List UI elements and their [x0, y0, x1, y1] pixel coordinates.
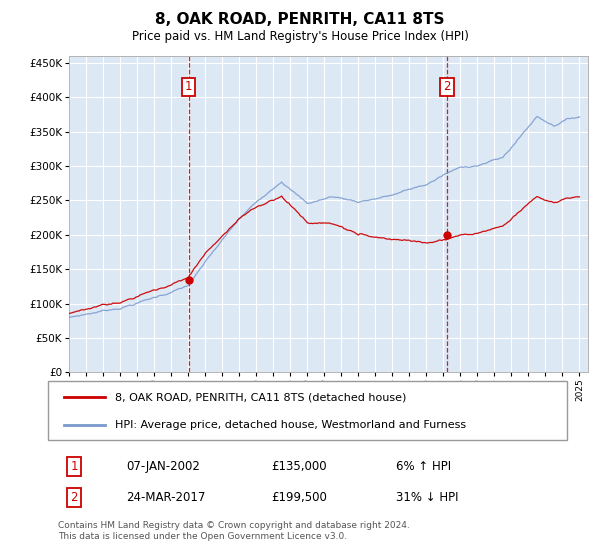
Text: 31% ↓ HPI: 31% ↓ HPI: [396, 491, 458, 504]
Text: 1: 1: [185, 81, 193, 94]
Text: 1: 1: [70, 460, 78, 473]
Text: 6% ↑ HPI: 6% ↑ HPI: [396, 460, 451, 473]
Text: £199,500: £199,500: [271, 491, 327, 504]
Text: Price paid vs. HM Land Registry's House Price Index (HPI): Price paid vs. HM Land Registry's House …: [131, 30, 469, 43]
Text: £135,000: £135,000: [271, 460, 327, 473]
Text: 07-JAN-2002: 07-JAN-2002: [126, 460, 200, 473]
Text: 24-MAR-2017: 24-MAR-2017: [126, 491, 205, 504]
Text: HPI: Average price, detached house, Westmorland and Furness: HPI: Average price, detached house, West…: [115, 420, 467, 430]
Text: 8, OAK ROAD, PENRITH, CA11 8TS: 8, OAK ROAD, PENRITH, CA11 8TS: [155, 12, 445, 27]
Text: 2: 2: [70, 491, 78, 504]
Text: Contains HM Land Registry data © Crown copyright and database right 2024.
This d: Contains HM Land Registry data © Crown c…: [58, 521, 410, 541]
Text: 8, OAK ROAD, PENRITH, CA11 8TS (detached house): 8, OAK ROAD, PENRITH, CA11 8TS (detached…: [115, 392, 407, 402]
Text: 2: 2: [443, 81, 451, 94]
